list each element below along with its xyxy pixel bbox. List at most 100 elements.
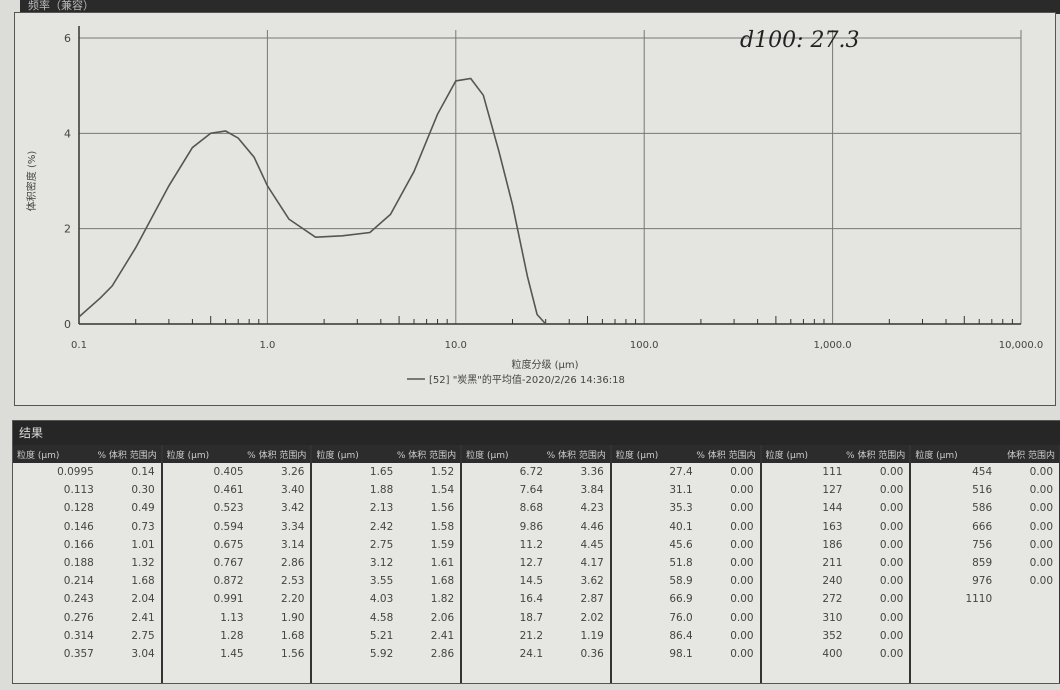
volume-cell: 0.00	[879, 647, 904, 660]
size-cell: 0.523	[213, 502, 244, 515]
table-row: 163 0.00	[762, 518, 910, 536]
table-row: 0.405 3.26	[163, 463, 311, 481]
result-column-group: 粒度 (μm)% 体积 范围内 0.0995 0.14 0.113 0.30 0.128 0…	[13, 445, 163, 683]
size-cell: 240	[822, 575, 843, 588]
table-row: 1.13 1.90	[163, 609, 311, 627]
volume-cell: 4.17	[580, 556, 604, 569]
table-row: 35.3 0.00	[612, 499, 760, 517]
table-row: 4.03 1.82	[312, 590, 460, 608]
table-row: 0.675 3.14	[163, 536, 311, 554]
size-cell: 27.4	[669, 466, 693, 478]
volume-cell: 0.00	[879, 611, 904, 624]
size-cell: 40.1	[669, 520, 693, 533]
volume-cell: 1.56	[430, 502, 455, 515]
size-cell: 5.92	[369, 647, 394, 660]
volume-cell: 2.20	[281, 593, 305, 606]
volume-cell: 3.84	[580, 484, 604, 497]
volume-cell: 0.00	[879, 520, 904, 533]
x-tick-label: 1,000.0	[814, 340, 852, 351]
y-tick-label: 6	[64, 32, 71, 45]
size-cell: 0.146	[63, 520, 94, 533]
size-cell: 0.461	[213, 484, 244, 497]
result-column-group: 粒度 (μm)% 体积 范围内 27.4 0.00 31.1 0.00 35.3 0.00 4…	[611, 445, 762, 683]
volume-cell: 1.32	[131, 556, 155, 569]
volume-cell: 0.00	[1029, 520, 1054, 533]
table-row: 1.28 1.68	[163, 627, 311, 645]
size-cell: 666	[972, 520, 993, 533]
size-cell: 1.65	[369, 466, 394, 478]
size-cell: 0.405	[213, 466, 244, 478]
result-column-group: 粒度 (μm) % 体积 范围内 111 0.00 127 0.00 144 0.00 163 0…	[761, 445, 912, 683]
volume-cell	[992, 590, 1053, 608]
volume-cell: 1.68	[281, 629, 305, 642]
size-cell: 76.0	[669, 611, 693, 624]
volume-cell: 2.53	[281, 575, 305, 588]
size-cell: 1.28	[220, 629, 244, 642]
size-cell: 144	[822, 502, 843, 515]
volume-cell: 4.23	[580, 502, 604, 515]
x-axis-label: 粒度分级 (μm)	[511, 358, 578, 371]
table-row: 0.461 3.40	[163, 481, 311, 499]
size-header: 粒度 (μm)	[466, 450, 509, 461]
table-row: 310 0.00	[762, 609, 910, 627]
volume-cell: 3.04	[131, 647, 155, 660]
size-cell: 1110	[965, 593, 993, 606]
size-cell: 0.113	[63, 484, 94, 497]
size-cell: 58.9	[669, 575, 693, 588]
volume-header: % 体积 范围内	[396, 450, 457, 461]
table-row: 0.128 0.49	[13, 499, 161, 517]
table-row: 211 0.00	[762, 554, 910, 572]
volume-cell: 2.87	[580, 593, 604, 606]
volume-cell: 1.01	[131, 538, 155, 551]
volume-cell: 1.68	[430, 575, 455, 588]
table-row: 1.65 1.52	[312, 463, 460, 481]
volume-header: % 体积 范围内	[97, 450, 157, 461]
table-row: 16.4 2.87	[462, 590, 610, 608]
volume-cell: 0.00	[879, 593, 904, 606]
size-header: 粒度 (μm)	[316, 450, 359, 461]
volume-cell: 0.00	[879, 629, 904, 642]
volume-cell: 2.41	[131, 611, 155, 624]
table-row: 0.188 1.32	[13, 554, 161, 572]
table-row: 21.2 1.19	[462, 627, 610, 645]
volume-cell: 0.49	[131, 502, 155, 515]
volume-cell: 1.61	[430, 556, 455, 569]
volume-cell: 0.00	[879, 484, 904, 497]
table-row: 111 0.00	[762, 463, 910, 481]
volume-cell: 2.86	[430, 647, 455, 660]
volume-cell: 0.00	[730, 556, 754, 569]
volume-cell: 1.68	[131, 575, 155, 588]
volume-cell: 3.42	[281, 502, 305, 515]
table-row: 3.55 1.68	[312, 572, 460, 590]
size-cell: 2.42	[369, 520, 394, 533]
table-row: 756 0.00	[911, 536, 1059, 554]
size-cell: 9.86	[519, 520, 544, 533]
x-tick-label: 10.0	[445, 340, 467, 351]
column-header: 粒度 (μm) % 体积 范围内	[312, 445, 461, 463]
size-cell: 272	[822, 593, 843, 606]
size-cell: 11.2	[519, 538, 544, 551]
volume-cell: 1.56	[281, 647, 305, 660]
volume-cell: 2.02	[580, 611, 604, 624]
table-row: 40.1 0.00	[612, 518, 760, 536]
table-row: 51.8 0.00	[612, 554, 760, 572]
size-cell: 1.45	[220, 647, 244, 660]
volume-cell: 0.73	[131, 520, 155, 533]
table-row: 27.4 0.00	[612, 463, 760, 481]
size-cell: 859	[972, 556, 993, 569]
volume-cell: 0.14	[131, 466, 155, 478]
table-row: 31.1 0.00	[612, 481, 760, 499]
table-row: 976 0.00	[911, 572, 1059, 590]
x-tick-label: 0.1	[71, 340, 87, 351]
size-cell: 0.243	[63, 593, 94, 606]
result-column-group: 粒度 (μm) 体积 范围内 454 0.00 516 0.00 586 0.00 666 0.0…	[911, 445, 1060, 683]
y-axis-label: 体积密度 (%)	[25, 151, 38, 212]
volume-cell: 0.00	[1029, 484, 1054, 497]
size-cell: 5.21	[369, 629, 394, 642]
column-header: 粒度 (μm) % 体积 范围内	[761, 445, 910, 463]
handwritten-note: d100: 27.3	[740, 28, 860, 53]
frequency-chart: 0 2 4 6 0.1 1.0 10.0 100.0 1,000.0 10,000.0 体积密度 (…	[25, 26, 1043, 386]
result-column-group: 粒度 (μm) % 体积 范围内 6.72 3.36 7.64 3.84 8.68 4.23 9…	[462, 445, 612, 683]
results-panel: 结果 粒度 (μm)% 体积 范围内 0.0995 0.14 0.113 0.30 0.1…	[12, 420, 1060, 684]
table-row: 66.9 0.00	[612, 590, 760, 608]
